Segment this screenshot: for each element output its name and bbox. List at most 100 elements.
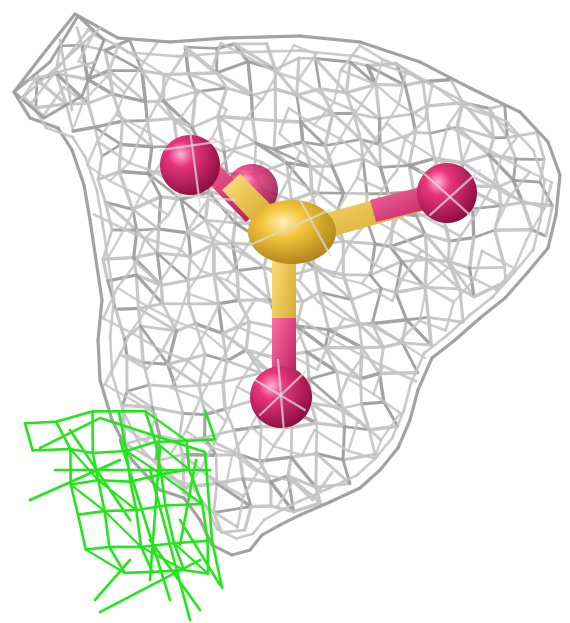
mesh-edge: [359, 137, 383, 170]
mesh-edge: [105, 75, 126, 95]
mesh-edge: [355, 155, 365, 180]
mesh-edge: [210, 446, 234, 455]
mesh-edge: [103, 200, 135, 211]
mesh-edge: [314, 485, 322, 505]
mesh-edge: [368, 259, 404, 277]
mesh-edge: [530, 228, 548, 238]
mesh-edge: [216, 115, 258, 145]
mesh-edge: [38, 12, 77, 60]
mesh-edge: [169, 359, 190, 390]
mesh-edge: [42, 94, 84, 120]
mesh-edge: [423, 232, 451, 264]
mesh-edge: [344, 82, 378, 95]
mesh-edge: [12, 90, 32, 120]
mesh-edge: [179, 197, 190, 235]
mesh-edge: [300, 428, 316, 457]
mesh-edge: [420, 249, 450, 269]
mesh-edge: [273, 87, 299, 97]
mesh-edge: [279, 499, 302, 512]
mesh-edge: [333, 406, 360, 422]
mesh-edge: [316, 191, 340, 211]
mesh-edge: [321, 137, 342, 169]
mesh-edge: [242, 470, 259, 498]
mesh-edge: [31, 447, 72, 452]
mesh-edge: [134, 273, 163, 288]
mesh-edge: [370, 318, 409, 326]
mesh-edge: [103, 508, 138, 513]
mesh-edge: [108, 161, 131, 183]
mesh-edge: [358, 371, 382, 381]
mesh-edge: [385, 103, 400, 125]
mesh-edge: [490, 270, 517, 300]
mesh-edge: [313, 57, 348, 95]
mesh-edge: [179, 248, 203, 273]
mesh-edge: [210, 108, 228, 140]
mesh-edge: [285, 161, 313, 169]
mesh-edge: [111, 92, 148, 104]
mesh-edge: [313, 428, 350, 453]
mesh-edge: [174, 321, 198, 333]
mesh-edge: [428, 168, 482, 217]
mesh-edge: [388, 244, 429, 262]
mesh-edge: [212, 237, 244, 255]
mesh-edge: [273, 56, 301, 71]
mesh-edge: [116, 36, 172, 44]
mesh-edge: [183, 45, 219, 50]
mesh-edge: [220, 320, 252, 336]
mesh-edge: [143, 236, 183, 252]
mesh-edge: [145, 116, 176, 123]
mesh-edge: [297, 486, 331, 503]
mesh-edge: [338, 137, 365, 159]
mesh-edge: [400, 259, 427, 289]
mesh-edge: [147, 383, 154, 409]
mesh-edge: [88, 218, 98, 262]
mesh-edge: [264, 42, 278, 72]
mesh-edge: [328, 486, 362, 504]
mesh-edge: [313, 266, 353, 302]
mesh-edge: [446, 234, 462, 270]
mesh-edge: [108, 333, 114, 377]
mesh-edge: [130, 194, 163, 212]
mesh-edge: [200, 502, 209, 543]
mesh-edge: [316, 165, 325, 195]
mesh-edge: [125, 383, 151, 393]
mesh-edge: [158, 248, 183, 285]
mesh-edge: [323, 346, 339, 373]
mesh-edge: [543, 180, 554, 210]
mesh-edge: [140, 68, 148, 104]
mesh-edge: [297, 78, 336, 104]
mesh-edge: [357, 322, 364, 349]
mesh-edge: [429, 218, 462, 238]
mesh-edge: [285, 161, 294, 203]
mesh-edge: [251, 117, 258, 145]
mesh-edge: [238, 453, 273, 484]
mesh-edge: [114, 307, 127, 341]
mesh-edge: [143, 213, 170, 240]
mesh-edge: [397, 68, 408, 106]
mesh-edge: [23, 420, 58, 425]
mesh-edge: [121, 403, 155, 410]
mesh-edge: [121, 389, 129, 407]
mesh-edge: [487, 152, 516, 182]
mesh-edge: [494, 267, 516, 291]
mesh-edge: [426, 315, 433, 347]
mesh-edge: [230, 548, 252, 557]
mesh-edge: [360, 282, 394, 303]
mesh-edge: [136, 302, 165, 311]
mesh-edge: [146, 281, 161, 309]
mesh-edge: [418, 285, 428, 323]
mesh-edge: [286, 455, 293, 478]
mesh-edge: [378, 142, 411, 168]
mesh-edge: [141, 361, 170, 366]
mesh-edge: [421, 80, 428, 108]
mesh-edge: [299, 150, 325, 169]
mesh-edge: [76, 513, 88, 551]
mesh-edge: [212, 272, 241, 303]
mesh-edge: [289, 452, 318, 459]
mesh-edge: [143, 99, 166, 104]
mesh-edge: [96, 154, 104, 182]
mesh-edge: [96, 178, 107, 204]
mesh-edge: [41, 85, 65, 118]
mesh-edge: [307, 369, 339, 381]
